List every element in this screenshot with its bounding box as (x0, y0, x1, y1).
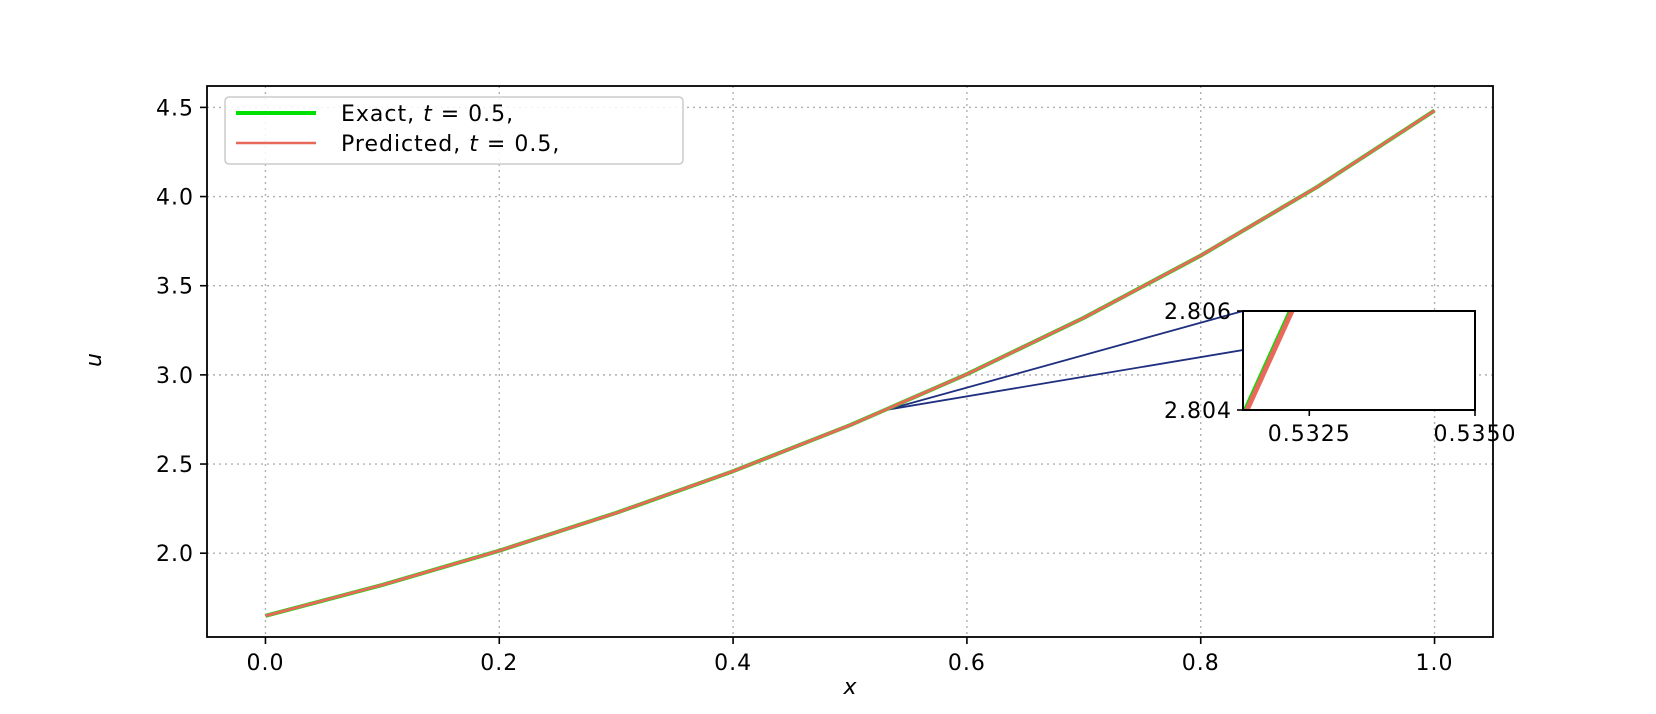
zoom-connector-upper (886, 310, 1244, 411)
series-lines (264, 108, 1436, 618)
legend: Exact, t = 0.5, Predicted, t = 0.5, (224, 96, 684, 165)
x-axis-label: x (842, 675, 857, 700)
plot-frame (206, 85, 1494, 638)
x-tick-label: 0.8 (1182, 651, 1220, 676)
inset-x-tick-label: 0.5350 (1434, 422, 1517, 447)
inset-series (1243, 311, 1295, 410)
legend-label-exact: Exact, t = 0.5, (341, 102, 514, 127)
y-axis-label: u (82, 353, 107, 367)
inset-frame (1242, 310, 1476, 411)
y-tick-label: 2.0 (156, 542, 194, 567)
y-tick-label: 3.0 (156, 364, 194, 389)
inset-ticks: 2.804 2.806 0.5325 0.5350 (1164, 300, 1517, 447)
x-tick-label: 0.0 (246, 651, 284, 676)
y-tick-label: 4.5 (156, 96, 194, 121)
y-ticks: 2.0 2.5 3.0 3.5 4.0 4.5 (156, 96, 207, 567)
legend-label-predicted: Predicted, t = 0.5, (341, 132, 560, 157)
y-tick-label: 4.0 (156, 186, 194, 211)
inset-y-tick-label: 2.806 (1164, 300, 1232, 325)
inset-line-predicted (1244, 311, 1295, 410)
y-tick-label: 3.5 (156, 275, 194, 300)
x-tick-label: 1.0 (1416, 651, 1454, 676)
x-tick-label: 0.6 (948, 651, 986, 676)
x-tick-label: 0.4 (714, 651, 752, 676)
legend-box (224, 96, 684, 165)
inset-background (1243, 311, 1475, 410)
inset: 2.804 2.806 0.5325 0.5350 (1164, 300, 1517, 447)
x-tick-label: 0.2 (480, 651, 518, 676)
inset-x-tick-label: 0.5325 (1268, 422, 1351, 447)
inset-y-tick-label: 2.804 (1164, 399, 1232, 424)
grid (207, 86, 1493, 637)
x-ticks: 0.0 0.2 0.4 0.6 0.8 1.0 (246, 637, 1453, 676)
y-tick-label: 2.5 (156, 453, 194, 478)
series-line-predicted (265, 109, 1436, 618)
